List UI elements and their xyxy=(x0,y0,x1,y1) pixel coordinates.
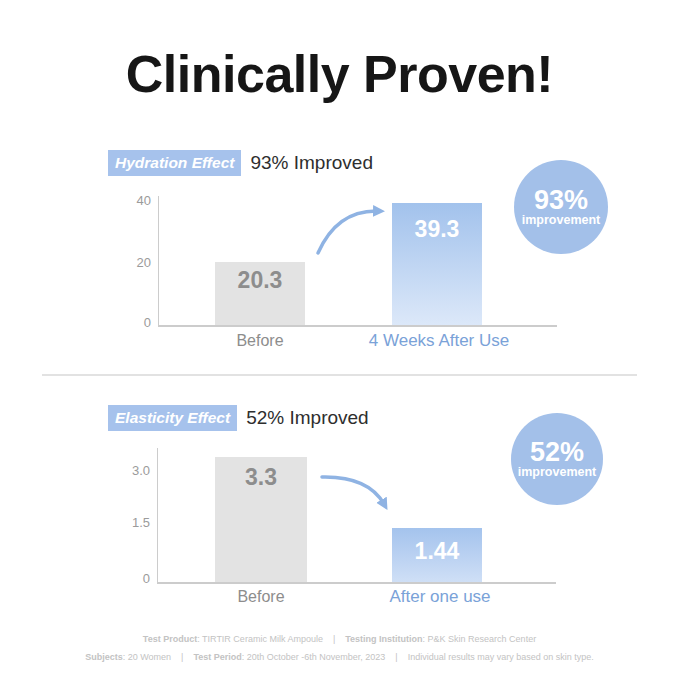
footer-separator: | xyxy=(395,652,397,662)
footer-separator: | xyxy=(181,652,183,662)
footer-test-product-label: Test Product xyxy=(143,634,197,644)
elasticity-bar-after-value: 1.44 xyxy=(392,528,482,565)
elasticity-label-after: After one use xyxy=(365,587,515,607)
elasticity-arrow xyxy=(310,465,400,520)
footer-testing-institution-value: : P&K Skin Research Center xyxy=(423,634,537,644)
elasticity-label-before: Before xyxy=(215,588,307,606)
elasticity-badge-percent: 52% xyxy=(530,439,584,465)
footer-test-period-label: Test Period xyxy=(193,652,241,662)
elasticity-bar-before-value: 3.3 xyxy=(215,457,307,491)
footer-subjects-value: : 20 Women xyxy=(123,652,171,662)
footer-line1: Test Product: TIRTIR Ceramic Milk Ampoul… xyxy=(0,634,679,644)
elasticity-badge-label: improvement xyxy=(518,465,597,479)
footer-subjects-label: Subjects xyxy=(85,652,123,662)
footer-test-product-value: : TIRTIR Ceramic Milk Ampoule xyxy=(197,634,323,644)
elasticity-bar-after: 1.44 xyxy=(392,528,482,582)
footer-line2: Subjects: 20 Women | Test Period: 20th Oct… xyxy=(0,652,679,662)
footer-testing-institution-label: Testing Institution xyxy=(345,634,422,644)
elasticity-badge: 52% improvement xyxy=(511,413,603,505)
footer-separator: | xyxy=(333,634,335,644)
footer-disclaimer: Individual results may vary based on ski… xyxy=(408,652,594,662)
elasticity-x-axis xyxy=(157,582,556,584)
footer-test-period-value: : 20th October -6th November, 2023 xyxy=(242,652,386,662)
elasticity-bar-before: 3.3 xyxy=(215,457,307,582)
